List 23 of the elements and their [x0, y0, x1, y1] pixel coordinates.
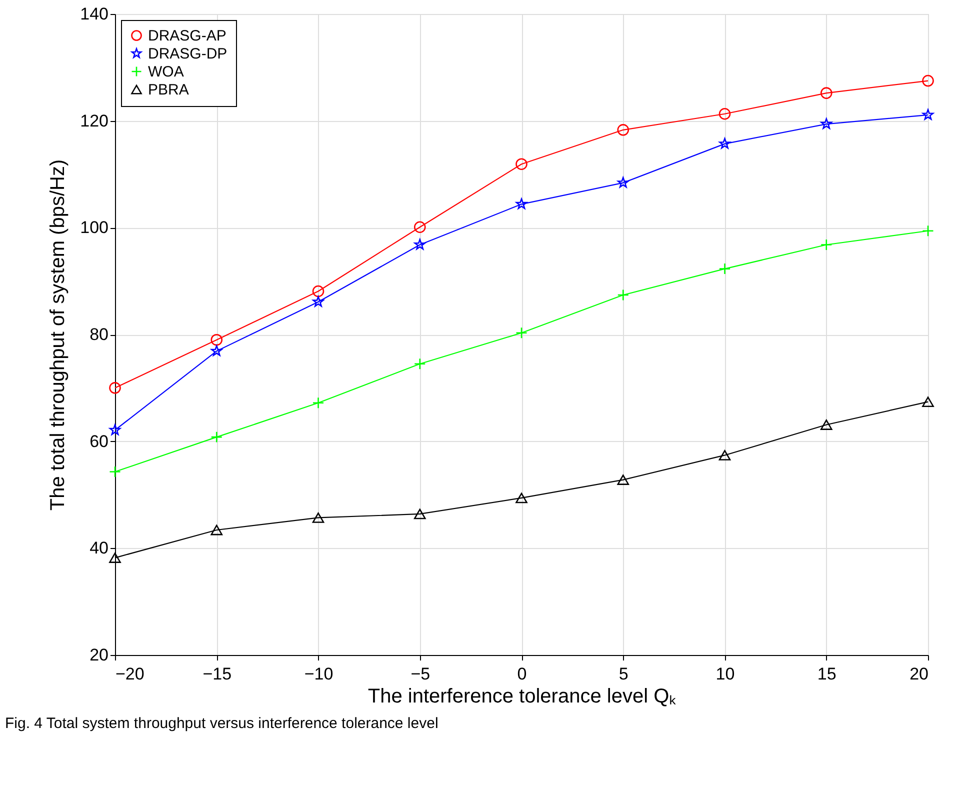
x-tick-label: −15 — [202, 664, 232, 684]
x-tick-label: 20 — [910, 664, 928, 684]
x-tick-label: 5 — [618, 664, 628, 684]
y-tick-label: 140 — [80, 4, 108, 24]
legend-label: DRASG-DP — [148, 46, 228, 62]
x-tick-label: 10 — [716, 664, 735, 684]
y-tick-label: 120 — [80, 111, 108, 130]
legend-label: PBRA — [148, 82, 189, 98]
y-tick-label: 20 — [90, 646, 108, 664]
y-tick-label: 40 — [90, 538, 108, 558]
x-tick-label: 15 — [817, 664, 836, 684]
x-axis-title: The interference tolerance level Qₖ — [368, 686, 676, 708]
y-tick-label: 80 — [90, 325, 108, 344]
x-tick-label: −5 — [410, 664, 430, 684]
y-tick-label: 60 — [90, 432, 108, 451]
legend-label: DRASG-AP — [148, 28, 226, 44]
x-tick-label: −10 — [304, 664, 334, 684]
legend-label: WOA — [148, 64, 184, 80]
x-tick-label: 0 — [517, 664, 527, 684]
y-axis-title: The total throughput of system (bps/Hz) — [47, 159, 70, 511]
y-tick-label: 100 — [80, 218, 108, 238]
x-tick-label: −20 — [116, 664, 144, 684]
caption: Fig. 4 Total system throughput versus interference tolerance level — [5, 715, 438, 732]
